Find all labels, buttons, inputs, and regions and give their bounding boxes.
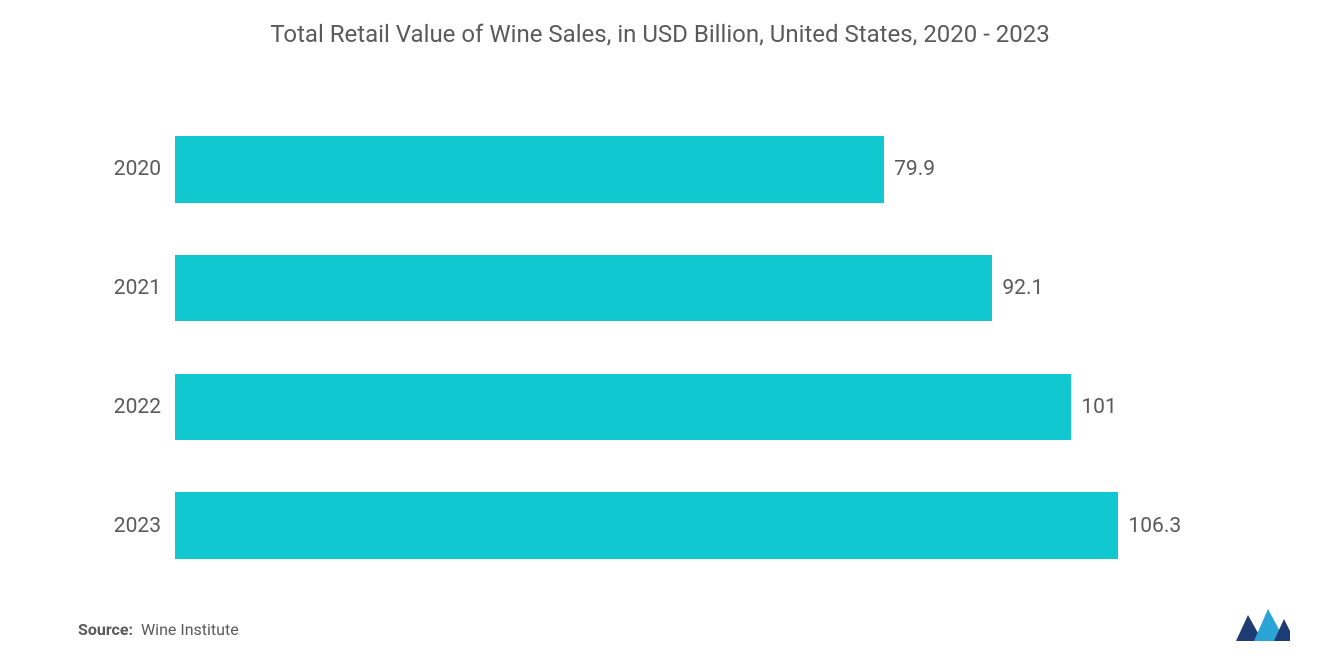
bar-track: 101 [175, 348, 1240, 467]
bar [175, 136, 884, 203]
bar-chart: 2020 79.9 2021 92.1 2022 101 2023 106.3 [105, 110, 1240, 585]
bar [175, 492, 1118, 559]
publisher-logo-icon [1234, 605, 1290, 645]
source-text: Wine Institute [141, 620, 239, 639]
category-label: 2021 [105, 276, 175, 300]
bar-row: 2020 79.9 [105, 110, 1240, 229]
bar-row: 2022 101 [105, 348, 1240, 467]
value-label: 92.1 [1002, 276, 1043, 300]
bar-track: 79.9 [175, 110, 1240, 229]
category-label: 2020 [105, 157, 175, 181]
value-label: 79.9 [894, 157, 935, 181]
value-label: 106.3 [1128, 514, 1181, 538]
bar [175, 255, 992, 322]
source-citation: Source: Wine Institute [78, 620, 239, 639]
chart-title: Total Retail Value of Wine Sales, in USD… [0, 0, 1320, 58]
bar-row: 2021 92.1 [105, 229, 1240, 348]
category-label: 2023 [105, 514, 175, 538]
bar-track: 106.3 [175, 466, 1240, 585]
bar [175, 374, 1071, 441]
category-label: 2022 [105, 395, 175, 419]
value-label: 101 [1081, 395, 1116, 419]
bar-row: 2023 106.3 [105, 466, 1240, 585]
source-label: Source: [78, 620, 133, 639]
bar-track: 92.1 [175, 229, 1240, 348]
